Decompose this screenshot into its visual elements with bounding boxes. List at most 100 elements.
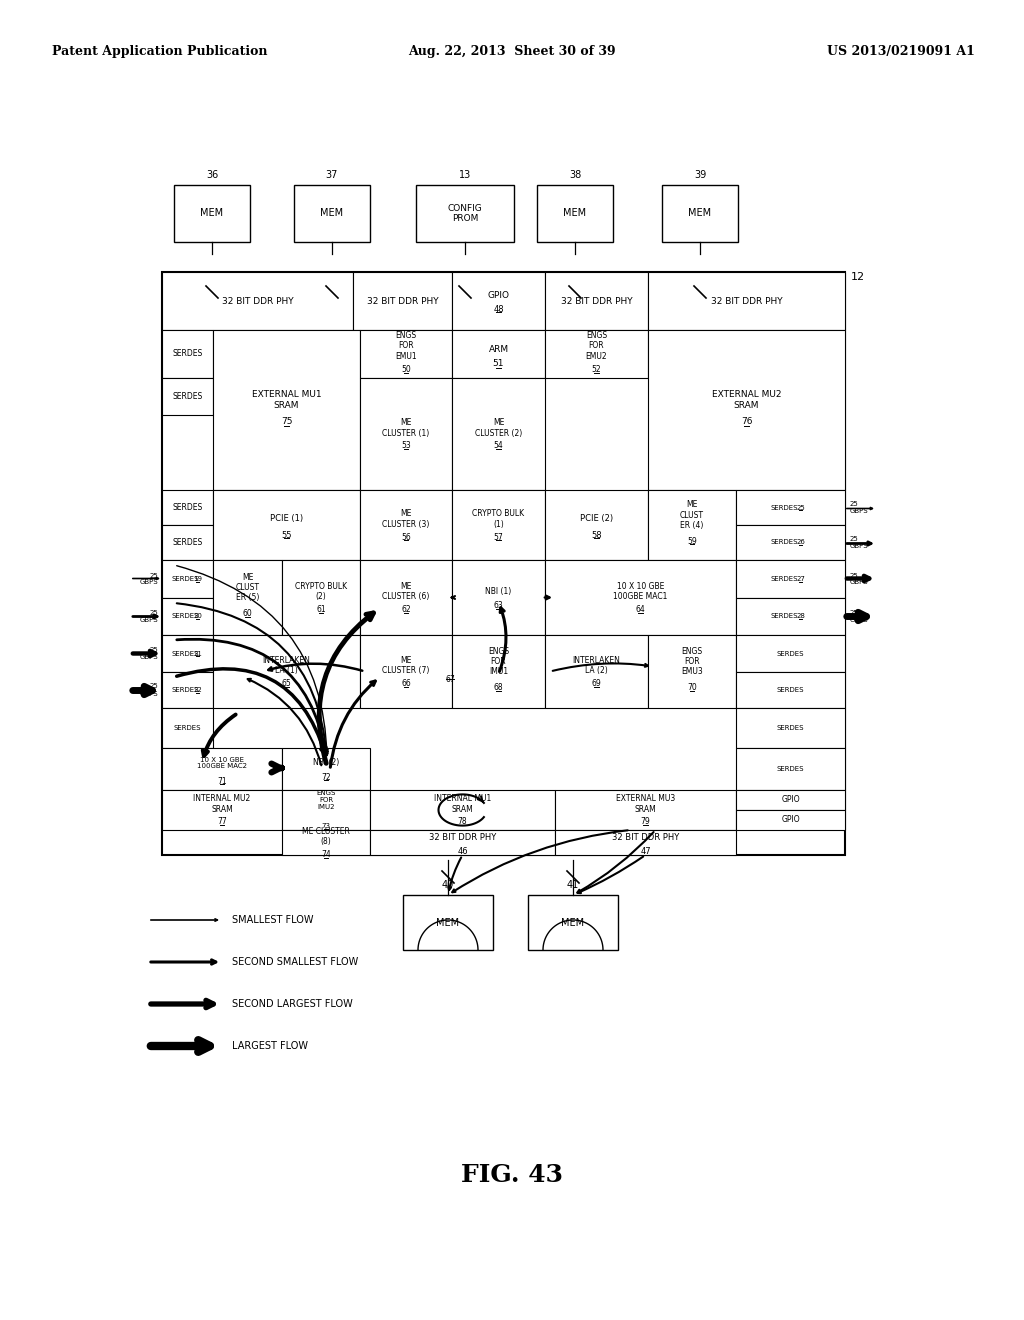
Text: GPIO: GPIO [781,796,800,804]
Bar [736,748,845,789]
Text: SECOND LARGEST FLOW: SECOND LARGEST FLOW [232,999,352,1008]
Bar [648,490,736,560]
Text: 41: 41 [567,880,580,890]
Bar [416,185,514,242]
Bar [162,598,213,635]
Bar [736,635,845,672]
Text: SERDES: SERDES [174,725,202,731]
Bar [360,560,452,635]
Bar [360,635,452,708]
Text: ARM: ARM [488,346,509,355]
Text: 32 BIT DDR PHY: 32 BIT DDR PHY [367,297,438,305]
Text: SERDES: SERDES [771,576,799,582]
Text: 25
GBPS: 25 GBPS [139,684,158,697]
Text: 78: 78 [458,817,467,826]
Bar [648,330,845,490]
Bar [452,378,545,490]
Bar [162,560,213,598]
Text: SERDES: SERDES [771,504,799,511]
Text: 12: 12 [851,272,865,282]
Text: 50: 50 [401,366,411,375]
Bar [736,672,845,708]
Bar [736,560,845,598]
Text: SERDES: SERDES [172,651,200,656]
Text: 71: 71 [217,776,226,785]
Text: SERDES: SERDES [172,576,200,582]
Text: 25
GBPS: 25 GBPS [139,647,158,660]
Text: 25
GBPS: 25 GBPS [139,573,158,586]
Text: GPIO: GPIO [781,816,800,825]
Bar [162,378,213,414]
Text: 72: 72 [322,772,331,781]
Text: CRYPTO BULK
(2): CRYPTO BULK (2) [295,582,347,601]
Bar [213,330,360,490]
Bar [213,635,360,708]
Text: CONFIG
PROM: CONFIG PROM [447,205,482,223]
Text: MEM: MEM [321,209,344,219]
Text: 67: 67 [445,675,455,684]
Bar [353,272,452,330]
Bar [162,635,213,672]
Bar [545,560,736,635]
Text: SERDES: SERDES [777,766,804,772]
Text: 52: 52 [592,366,601,375]
Text: INTERLAKEN
LA (1): INTERLAKEN LA (1) [262,656,310,675]
Bar [162,272,353,330]
Bar [545,635,648,708]
Bar [403,895,493,950]
Bar [452,560,545,635]
Text: MEM: MEM [563,209,587,219]
Text: MEM: MEM [688,209,712,219]
Bar [282,789,370,830]
Bar [736,789,845,810]
Bar [736,810,845,830]
Text: SERDES: SERDES [172,686,200,693]
Text: MEM: MEM [436,917,460,928]
Text: CRYPTO BULK
(1): CRYPTO BULK (1) [472,510,524,528]
Text: ME CLUSTER
(8): ME CLUSTER (8) [302,826,350,846]
Bar [282,830,370,855]
Text: 61: 61 [316,605,326,614]
Text: SERDES: SERDES [771,540,799,545]
Text: 10 X 10 GBE
100GBE MAC1: 10 X 10 GBE 100GBE MAC1 [613,582,668,601]
Bar [545,490,648,560]
Bar [282,560,360,635]
Text: 32 BIT DDR PHY: 32 BIT DDR PHY [711,297,782,305]
Text: SERDES: SERDES [777,686,804,693]
Text: SECOND SMALLEST FLOW: SECOND SMALLEST FLOW [232,957,358,968]
Bar [213,560,282,635]
Text: INTERNAL MU2
SRAM: INTERNAL MU2 SRAM [194,795,251,813]
Text: 79: 79 [641,817,650,826]
Bar [162,789,282,830]
Text: SERDES: SERDES [172,503,203,512]
Text: 68: 68 [494,682,504,692]
Text: 32 BIT DDR PHY: 32 BIT DDR PHY [561,297,632,305]
Text: 64: 64 [636,605,645,614]
Text: ME
CLUSTER (1): ME CLUSTER (1) [382,418,430,437]
Text: 27: 27 [796,576,805,582]
Text: 25
GBPS: 25 GBPS [850,610,868,623]
Text: SERDES: SERDES [172,350,203,359]
Text: INTERLAKEN
LA (2): INTERLAKEN LA (2) [572,656,621,675]
Bar [537,185,613,242]
Text: EXTERNAL MU3
SRAM: EXTERNAL MU3 SRAM [615,795,675,813]
Bar [162,525,213,560]
Bar [528,895,618,950]
Text: 56: 56 [401,532,411,541]
Bar [648,635,736,708]
Text: 58: 58 [591,531,602,540]
Text: 63: 63 [494,601,504,610]
Text: US 2013/0219091 A1: US 2013/0219091 A1 [827,45,975,58]
Text: 25
GBPS: 25 GBPS [850,502,868,513]
Text: 25: 25 [796,504,805,511]
Bar [555,830,736,855]
Text: MEM: MEM [561,917,585,928]
Bar [452,330,545,378]
Text: SERDES: SERDES [777,651,804,656]
Text: EXTERNAL MU1
SRAM: EXTERNAL MU1 SRAM [252,391,322,409]
Text: PCIE (1): PCIE (1) [270,515,303,524]
Bar [370,789,555,830]
Text: 76: 76 [740,417,753,426]
Text: 22: 22 [194,686,202,693]
Text: ME
CLUSTER (7): ME CLUSTER (7) [382,656,430,675]
